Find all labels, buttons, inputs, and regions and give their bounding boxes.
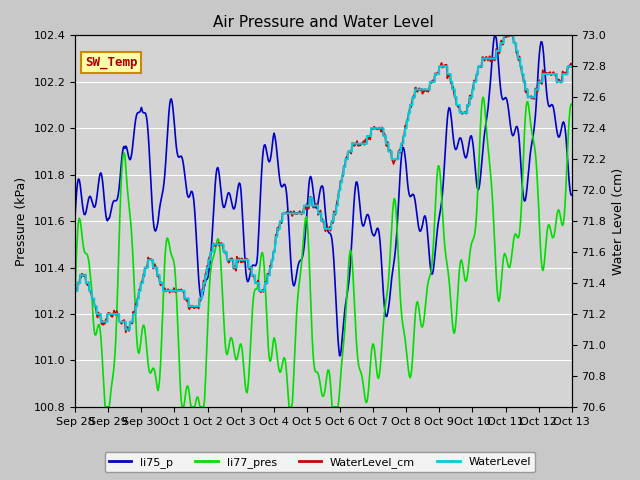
- Line: WaterLevel_cm: WaterLevel_cm: [75, 36, 572, 333]
- WaterLevel: [500, 33, 508, 38]
- WaterLevel: [71, 288, 79, 294]
- WaterLevel: [297, 211, 305, 216]
- Line: li77_pres: li77_pres: [75, 97, 572, 407]
- WaterLevel: [122, 326, 129, 332]
- Line: li75_p: li75_p: [75, 36, 572, 356]
- li77_pres: [479, 94, 487, 100]
- Title: Air Pressure and Water Level: Air Pressure and Water Level: [213, 15, 434, 30]
- WaterLevel_cm: [446, 72, 454, 77]
- WaterLevel_cm: [365, 133, 372, 139]
- WaterLevel: [200, 280, 207, 286]
- Legend: li75_p, li77_pres, WaterLevel_cm, WaterLevel: li75_p, li77_pres, WaterLevel_cm, WaterL…: [104, 452, 536, 472]
- WaterLevel_cm: [568, 64, 575, 70]
- Line: WaterLevel: WaterLevel: [75, 36, 572, 329]
- li75_p: [446, 106, 454, 111]
- li77_pres: [102, 404, 109, 410]
- li75_p: [404, 180, 412, 186]
- WaterLevel_cm: [71, 285, 79, 291]
- WaterLevel: [568, 63, 575, 69]
- li75_p: [365, 213, 372, 219]
- li75_p: [568, 192, 575, 198]
- WaterLevel_cm: [122, 330, 129, 336]
- li77_pres: [446, 287, 454, 292]
- Y-axis label: Water Level (cm): Water Level (cm): [612, 168, 625, 275]
- li75_p: [159, 187, 167, 193]
- li77_pres: [568, 101, 575, 107]
- Y-axis label: Pressure (kPa): Pressure (kPa): [15, 177, 28, 265]
- WaterLevel_cm: [200, 277, 207, 283]
- WaterLevel_cm: [503, 33, 511, 38]
- li77_pres: [297, 269, 305, 275]
- li77_pres: [404, 360, 412, 365]
- WaterLevel_cm: [404, 116, 412, 122]
- li75_p: [336, 353, 344, 359]
- li75_p: [296, 258, 303, 264]
- Text: SW_Temp: SW_Temp: [85, 56, 138, 69]
- li75_p: [199, 292, 207, 298]
- li75_p: [491, 33, 499, 38]
- WaterLevel: [160, 288, 168, 294]
- WaterLevel: [446, 71, 454, 77]
- li77_pres: [160, 278, 168, 284]
- WaterLevel_cm: [297, 210, 305, 216]
- WaterLevel: [404, 118, 412, 123]
- li77_pres: [71, 288, 79, 294]
- li77_pres: [200, 404, 207, 410]
- li75_p: [71, 211, 79, 217]
- li77_pres: [365, 386, 372, 392]
- WaterLevel_cm: [160, 288, 168, 293]
- WaterLevel: [365, 133, 372, 139]
